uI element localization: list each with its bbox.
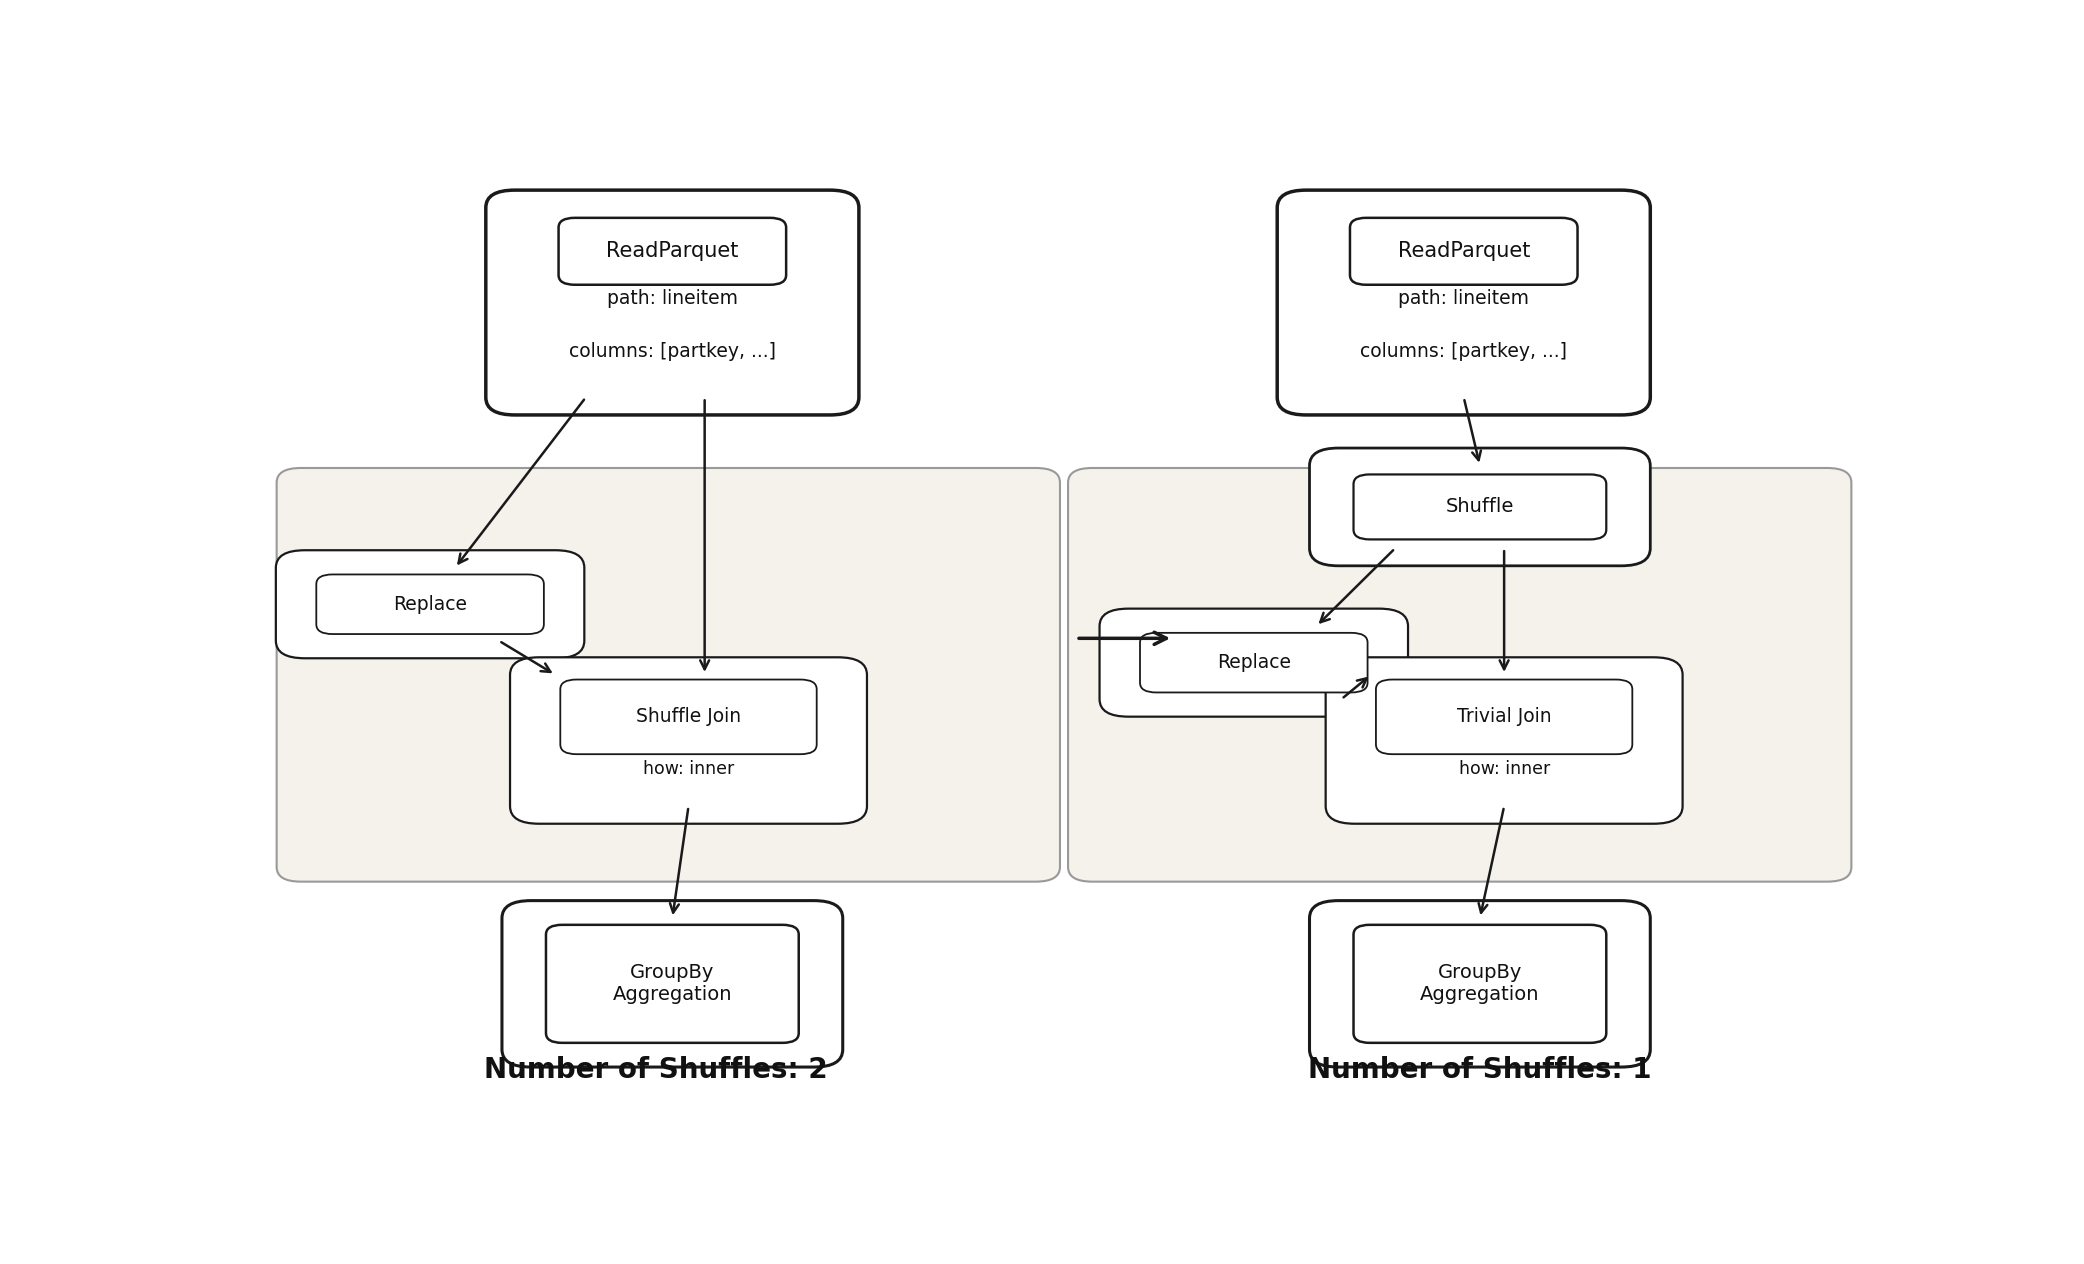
Text: GroupBy
Aggregation: GroupBy Aggregation [1419,963,1540,1005]
Text: GroupBy
Aggregation: GroupBy Aggregation [613,963,731,1005]
Text: how: inner: how: inner [1459,761,1550,779]
FancyBboxPatch shape [1353,474,1607,540]
Text: ReadParquet: ReadParquet [1398,241,1530,262]
Text: Shuffle: Shuffle [1446,498,1515,517]
Text: columns: [partkey, ...]: columns: [partkey, ...] [1361,343,1567,362]
Text: path: lineitem: path: lineitem [1398,289,1530,308]
FancyBboxPatch shape [559,217,786,284]
FancyBboxPatch shape [1325,657,1682,824]
FancyBboxPatch shape [561,680,817,755]
FancyBboxPatch shape [317,574,544,635]
FancyBboxPatch shape [1375,680,1632,755]
Text: Replace: Replace [1217,653,1290,672]
FancyBboxPatch shape [1353,925,1607,1043]
Text: columns: [partkey, ...]: columns: [partkey, ...] [569,343,775,362]
FancyBboxPatch shape [502,901,842,1067]
FancyBboxPatch shape [275,550,584,659]
Text: how: inner: how: inner [642,761,734,779]
FancyBboxPatch shape [486,190,859,415]
Text: Trivial Join: Trivial Join [1457,708,1550,727]
FancyBboxPatch shape [1069,468,1851,882]
FancyBboxPatch shape [511,657,867,824]
Text: Replace: Replace [394,595,467,614]
FancyBboxPatch shape [1277,190,1651,415]
FancyBboxPatch shape [546,925,798,1043]
FancyBboxPatch shape [1309,901,1651,1067]
FancyBboxPatch shape [277,468,1061,882]
Text: path: lineitem: path: lineitem [606,289,738,308]
Text: Shuffle Join: Shuffle Join [636,708,742,727]
Text: Number of Shuffles: 2: Number of Shuffles: 2 [483,1057,827,1085]
Text: Number of Shuffles: 1: Number of Shuffles: 1 [1309,1057,1653,1085]
FancyBboxPatch shape [1350,217,1578,284]
FancyBboxPatch shape [1140,633,1367,693]
FancyBboxPatch shape [1309,447,1651,566]
Text: ReadParquet: ReadParquet [606,241,738,262]
FancyBboxPatch shape [1100,609,1409,717]
